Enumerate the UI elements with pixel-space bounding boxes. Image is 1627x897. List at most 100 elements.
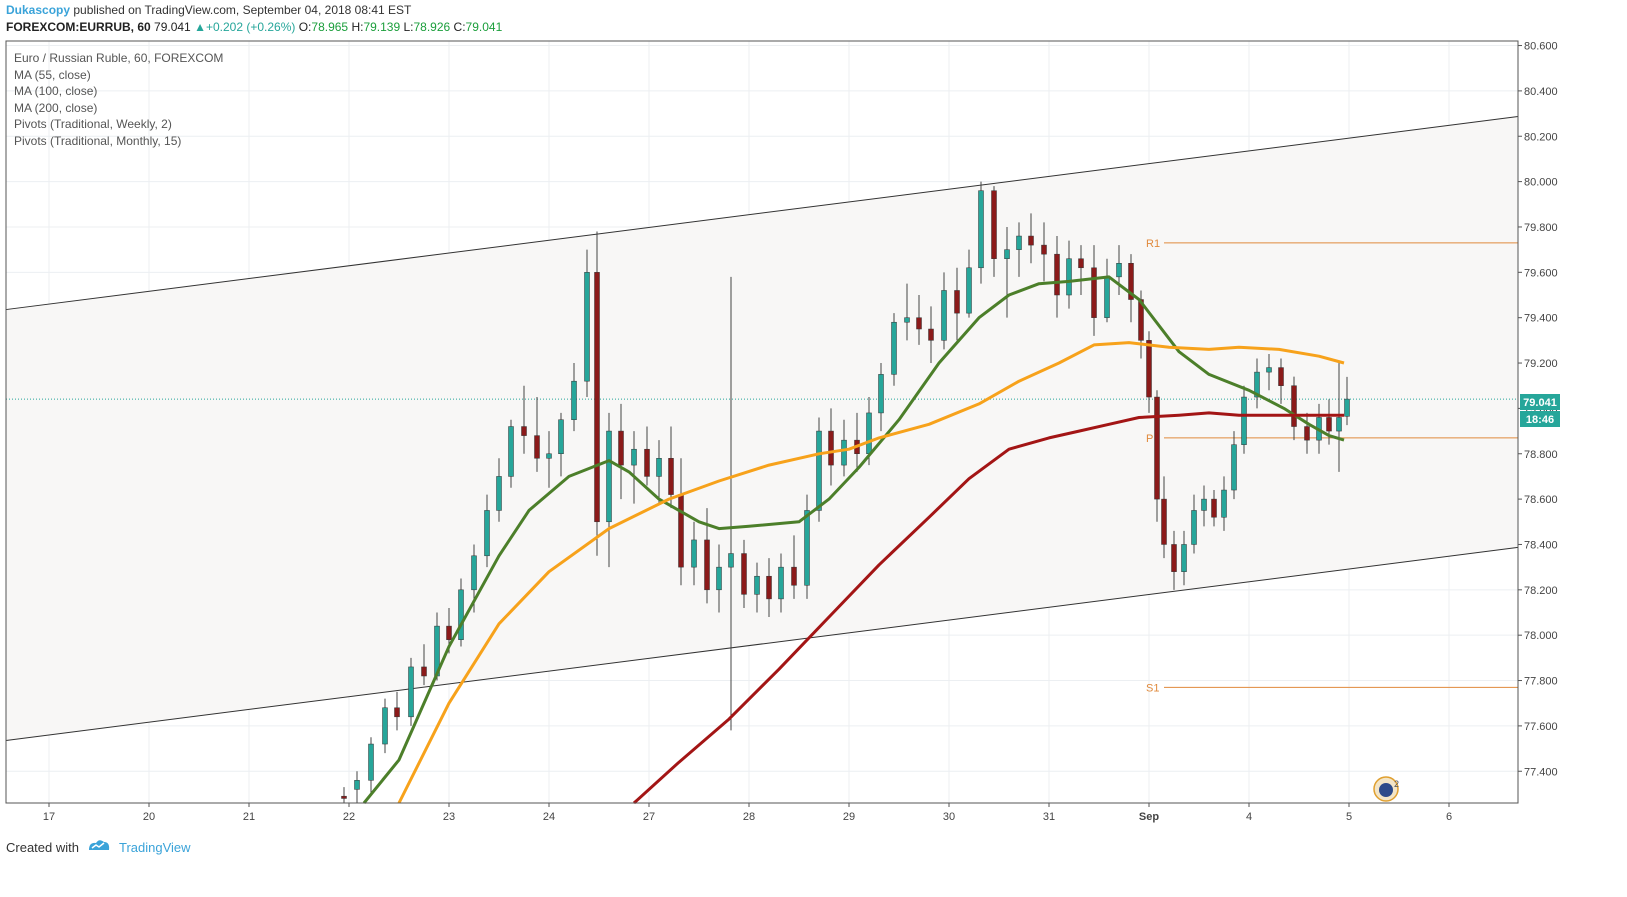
- candle-body: [1266, 367, 1272, 373]
- time-axis: 17 20 21 22 23 24 27 28 29 30 31 Sep 4 5 6: [43, 803, 1452, 823]
- candle-body: [1154, 396, 1160, 500]
- candle-body: [1091, 267, 1097, 318]
- channel-lower-line: [5, 546, 1519, 741]
- candle-body: [496, 476, 502, 511]
- candle-body: [546, 453, 552, 459]
- last-price-tag: [1520, 394, 1560, 410]
- price-tag: 79.041 18:46: [1520, 394, 1560, 427]
- y-tick-label: 78.600: [1524, 494, 1558, 506]
- candle-body: [741, 553, 747, 595]
- pivot-label: P: [1146, 433, 1153, 445]
- candle-body: [1016, 235, 1022, 250]
- candle-body: [778, 566, 784, 600]
- x-tick-label: 24: [543, 811, 555, 823]
- candle-body: [1041, 244, 1047, 255]
- pivot-label: R1: [1146, 238, 1160, 250]
- candle-body: [458, 589, 464, 640]
- candle-body: [1291, 385, 1297, 427]
- candle-body: [1054, 253, 1060, 296]
- candle-body: [368, 743, 374, 781]
- candle-body: [928, 328, 934, 341]
- candle-body: [766, 575, 772, 600]
- candle-body: [866, 412, 872, 454]
- y-tick-label: 79.400: [1524, 313, 1558, 325]
- x-tick-label: 4: [1246, 811, 1252, 823]
- candle-body: [916, 317, 922, 330]
- ma-line: [397, 341, 1345, 804]
- legend-item: Pivots (Traditional, Monthly, 15): [14, 134, 181, 148]
- candle-body: [978, 190, 984, 269]
- candle-body: [341, 795, 347, 799]
- candle-body: [754, 575, 760, 595]
- last-price: 79.041: [154, 20, 191, 34]
- candle-body: [878, 374, 884, 414]
- candle-body: [668, 458, 674, 495]
- candle-body: [1078, 258, 1084, 269]
- candle-body: [594, 272, 600, 523]
- trend-channel: [5, 116, 1519, 741]
- candle-body: [1116, 263, 1122, 278]
- candle-body: [904, 317, 910, 323]
- x-tick-label: 21: [243, 811, 255, 823]
- open-value: 78.965: [311, 20, 349, 34]
- candle-body: [841, 439, 847, 466]
- candle-body: [1231, 444, 1237, 491]
- candle-body: [891, 321, 897, 375]
- y-tick-label: 79.600: [1524, 267, 1558, 279]
- x-tick-label: 5: [1346, 811, 1352, 823]
- candle-body: [1146, 340, 1152, 398]
- countdown-tag: [1520, 411, 1560, 427]
- candle-body: [1201, 498, 1207, 511]
- candle-body: [991, 190, 997, 259]
- candle-body: [471, 555, 477, 591]
- candle-body: [1221, 489, 1227, 518]
- x-tick-label: Sep: [1139, 811, 1159, 823]
- price-change: +0.202 (+0.26%): [205, 20, 296, 34]
- y-tick-label: 78.200: [1524, 585, 1558, 597]
- candle-body: [584, 272, 590, 382]
- y-tick-label: 78.800: [1524, 449, 1558, 461]
- legend-title: Euro / Russian Ruble, 60, FOREXCOM: [14, 51, 223, 65]
- candle-body: [804, 510, 810, 586]
- candle-body: [1254, 371, 1260, 398]
- legend-item: MA (100, close): [14, 84, 97, 98]
- tradingview-logo-icon[interactable]: [87, 838, 111, 857]
- tradingview-brand[interactable]: TradingView: [118, 839, 191, 855]
- candle-body: [606, 430, 612, 523]
- y-tick-label: 79.200: [1524, 358, 1558, 370]
- candle-body: [704, 539, 710, 591]
- y-tick-label: 79.800: [1524, 222, 1558, 234]
- author-link[interactable]: Dukascopy: [6, 3, 71, 17]
- y-tick-label: 78.000: [1524, 630, 1558, 642]
- x-tick-label: 28: [743, 811, 755, 823]
- candle-body: [691, 539, 697, 568]
- up-arrow-icon: ▲: [194, 20, 206, 34]
- candle-body: [558, 419, 564, 455]
- low-label: L:: [403, 20, 414, 34]
- candle-body: [534, 435, 540, 459]
- candle-body: [408, 666, 414, 718]
- candle-body: [1171, 544, 1177, 572]
- y-tick-label: 80.000: [1524, 177, 1558, 189]
- candle-body: [1336, 417, 1342, 432]
- candle-body: [816, 430, 822, 511]
- x-tick-label: 31: [1043, 811, 1055, 823]
- low-value: 78.926: [413, 20, 451, 34]
- published-text: published on TradingView.com, September …: [73, 3, 412, 17]
- candle-body: [1211, 498, 1217, 518]
- last-price-tag-text: 79.041: [1523, 397, 1557, 409]
- x-tick-label: 29: [843, 811, 855, 823]
- y-tick-label: 80.600: [1524, 41, 1558, 53]
- pivot-label: S1: [1146, 682, 1159, 694]
- candle-body: [1326, 417, 1332, 432]
- candle-body: [521, 426, 527, 436]
- candle-body: [1104, 276, 1110, 318]
- candle-body: [1138, 299, 1144, 341]
- candle-body: [656, 458, 662, 477]
- candle-body: [728, 553, 734, 568]
- footer: Created with TradingView: [6, 838, 191, 857]
- symbol-name: FOREXCOM:EURRUB, 60: [6, 20, 151, 34]
- candle-body: [1191, 510, 1197, 545]
- candle-body: [1181, 544, 1187, 572]
